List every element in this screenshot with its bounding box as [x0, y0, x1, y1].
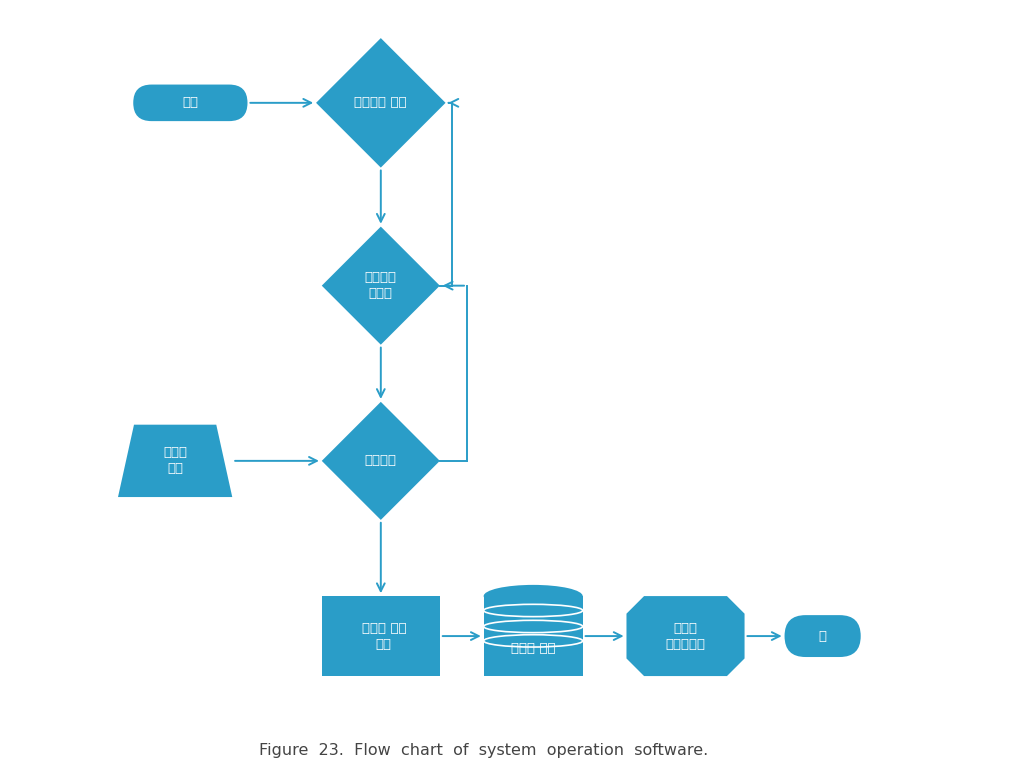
Polygon shape: [322, 227, 440, 345]
Bar: [483, 596, 582, 676]
FancyBboxPatch shape: [784, 615, 861, 657]
Text: 데이터 저장: 데이터 저장: [511, 642, 555, 654]
Polygon shape: [316, 38, 446, 168]
Text: 하드웨어
초기화: 하드웨어 초기화: [365, 271, 397, 300]
Text: 끝: 끝: [819, 629, 827, 643]
Text: 시작: 시작: [182, 96, 199, 110]
FancyBboxPatch shape: [134, 85, 247, 121]
Text: 파형측정: 파형측정: [365, 455, 397, 468]
Polygon shape: [118, 425, 232, 497]
Text: 하드웨어 검색: 하드웨어 검색: [355, 96, 407, 110]
Polygon shape: [322, 402, 440, 520]
Text: 미생물 검출
연산: 미생물 검출 연산: [362, 622, 406, 650]
Bar: [315, 601, 322, 671]
Polygon shape: [626, 596, 745, 676]
Text: 데이터
디스플레이: 데이터 디스플레이: [666, 622, 705, 650]
Ellipse shape: [483, 585, 582, 608]
Text: 사용자
입력: 사용자 입력: [163, 446, 187, 476]
Text: Figure  23.  Flow  chart  of  system  operation  software.: Figure 23. Flow chart of system operatio…: [259, 743, 708, 758]
Bar: [322, 596, 440, 676]
